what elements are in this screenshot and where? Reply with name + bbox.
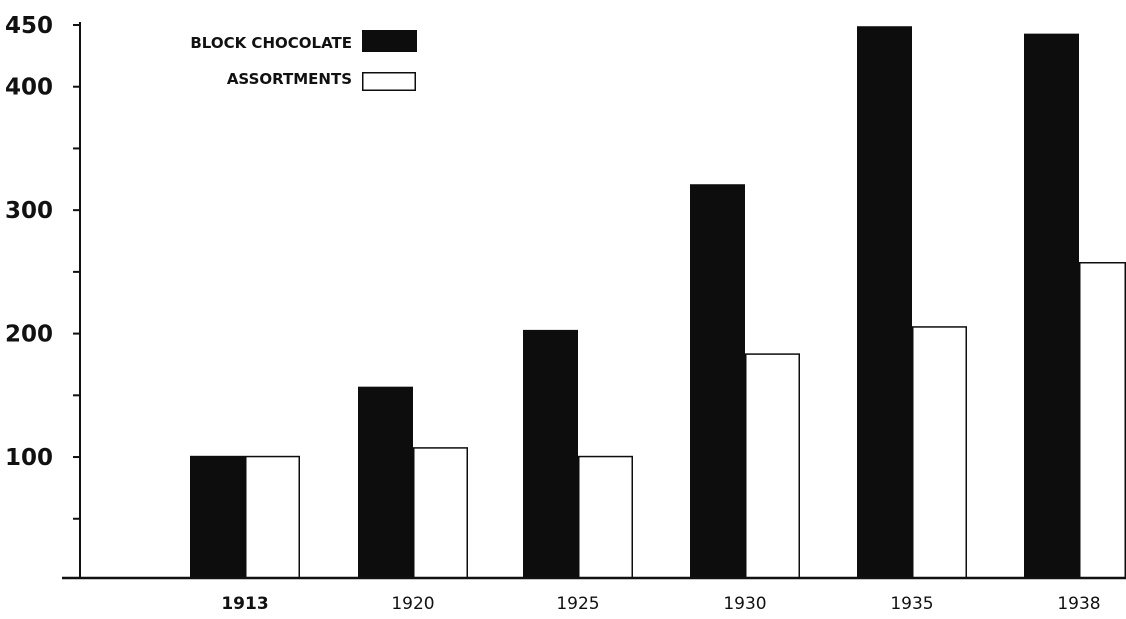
assortments-bar-1913: [245, 455, 300, 579]
block-chocolate-bar-1920: [358, 386, 413, 578]
assortments-bar-1920: [413, 447, 468, 579]
block-chocolate-bar-1930: [690, 184, 745, 578]
y-tick-label-300: 300: [5, 198, 53, 224]
x-tick-label-1925: 1925: [556, 594, 599, 614]
assortments-bar-1930: [745, 353, 800, 579]
x-tick-label-1938: 1938: [1057, 594, 1100, 614]
assortments-bar-1938: [1079, 262, 1126, 579]
y-tick-label-400: 400: [5, 75, 53, 101]
block-chocolate-bar-1913: [190, 455, 245, 578]
x-tick-label-1913: 1913: [221, 594, 268, 614]
assortments-bar-1935: [912, 326, 967, 579]
legend-label-assortments: ASSORTMENTS: [227, 70, 352, 88]
y-tick-label-100: 100: [5, 445, 53, 471]
y-tick-label-200: 200: [5, 322, 53, 348]
legend-swatch-assortments: [362, 72, 416, 91]
bars-layer: [190, 26, 1126, 579]
y-tick-label-450: 450: [5, 13, 53, 39]
x-tick-label-1920: 1920: [391, 594, 434, 614]
assortments-bar-1925: [578, 455, 633, 579]
block-chocolate-bar-1925: [523, 329, 578, 578]
block-chocolate-bar-1935: [857, 26, 912, 578]
block-chocolate-bar-1938: [1024, 33, 1079, 578]
x-tick-label-1930: 1930: [723, 594, 766, 614]
legend-label-block-chocolate: BLOCK CHOCOLATE: [190, 34, 352, 52]
legend: BLOCK CHOCOLATE ASSORTMENTS: [190, 30, 417, 91]
x-tick-label-1935: 1935: [890, 594, 933, 614]
axes-layer: 450 400 300 200 100 1913 1920 1925 1930 1935 1938: [5, 13, 1126, 614]
legend-swatch-block-chocolate: [362, 30, 417, 52]
